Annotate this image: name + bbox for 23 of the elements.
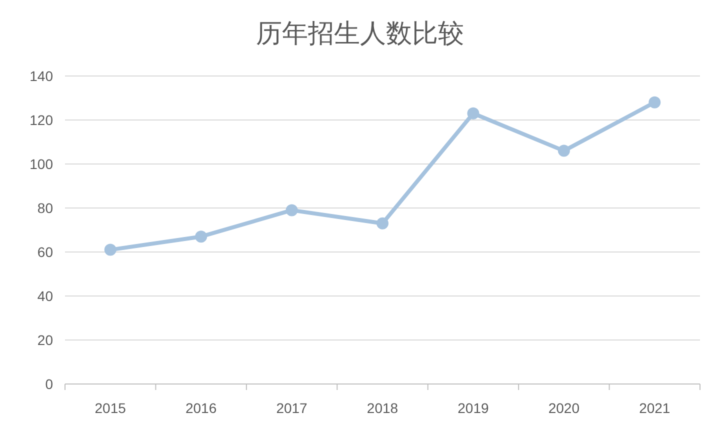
x-tick-label: 2015 <box>94 400 126 416</box>
chart-title: 历年招生人数比较 <box>256 18 464 48</box>
point <box>648 96 661 108</box>
y-tick-label: 60 <box>37 244 54 260</box>
y-tick-label: 20 <box>37 332 54 348</box>
point <box>195 230 208 243</box>
x-tick-label: 2019 <box>458 400 489 416</box>
x-tick-label: 2018 <box>366 400 398 416</box>
x-tick-label: 2020 <box>548 400 580 416</box>
point <box>467 107 480 120</box>
point <box>104 244 116 256</box>
y-tick-label: 80 <box>37 200 54 216</box>
y-tick-label: 40 <box>37 288 54 304</box>
y-tick-label: 140 <box>30 68 54 84</box>
point <box>558 144 570 157</box>
x-tick-label: 2017 <box>276 400 308 416</box>
y-tick-label: 120 <box>30 112 54 128</box>
y-tick-label: 0 <box>45 376 54 392</box>
point <box>286 204 298 216</box>
x-tick-label: 2021 <box>639 400 670 416</box>
y-tick-label: 100 <box>30 156 54 172</box>
x-tick-label: 2016 <box>185 400 217 416</box>
point <box>376 217 388 230</box>
